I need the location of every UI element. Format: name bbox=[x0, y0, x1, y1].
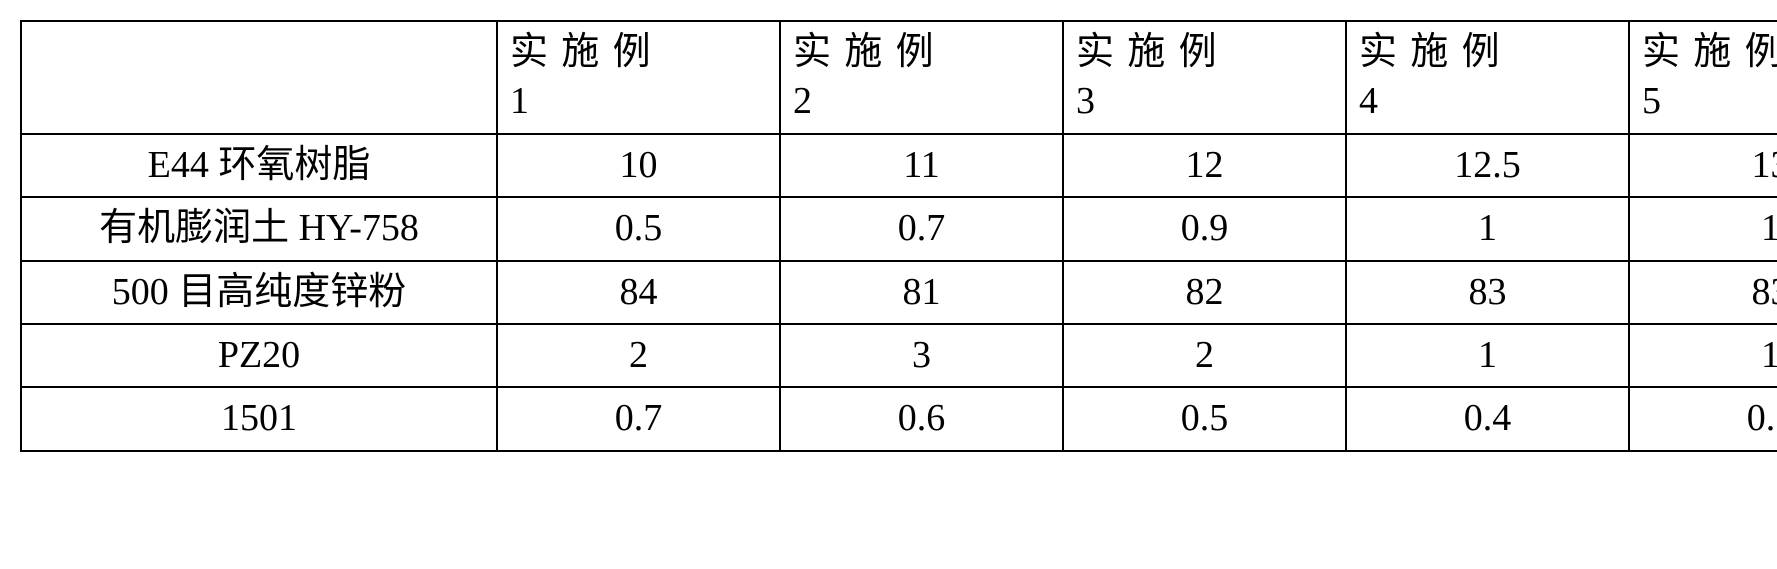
cell-value: 0.3 bbox=[1629, 387, 1777, 450]
cell-value: 1 bbox=[1346, 197, 1629, 260]
cell-value: 0.4 bbox=[1346, 387, 1629, 450]
header-label: 实施例 bbox=[1076, 31, 1230, 73]
header-label: 实施例 bbox=[510, 31, 664, 73]
cell-value: 81 bbox=[780, 261, 1063, 324]
cell-value: 84 bbox=[497, 261, 780, 324]
row-label: PZ20 bbox=[21, 324, 497, 387]
header-cell-2: 实施例 2 bbox=[780, 21, 1063, 134]
cell-value: 0.5 bbox=[1063, 387, 1346, 450]
table-row: 1501 0.7 0.6 0.5 0.4 0.3 bbox=[21, 387, 1777, 450]
table-row: 有机膨润土 HY-758 0.5 0.7 0.9 1 1 bbox=[21, 197, 1777, 260]
header-number: 2 bbox=[793, 80, 825, 122]
header-label: 实施例 bbox=[1359, 31, 1513, 73]
header-number: 4 bbox=[1359, 80, 1391, 122]
cell-value: 2 bbox=[497, 324, 780, 387]
cell-value: 13 bbox=[1629, 134, 1777, 197]
table-row: 500 目高纯度锌粉 84 81 82 83 83 bbox=[21, 261, 1777, 324]
cell-value: 0.7 bbox=[497, 387, 780, 450]
cell-value: 2 bbox=[1063, 324, 1346, 387]
cell-value: 11 bbox=[780, 134, 1063, 197]
row-label: 1501 bbox=[21, 387, 497, 450]
row-label: 500 目高纯度锌粉 bbox=[21, 261, 497, 324]
cell-value: 0.7 bbox=[780, 197, 1063, 260]
cell-value: 12 bbox=[1063, 134, 1346, 197]
cell-value: 0.5 bbox=[497, 197, 780, 260]
cell-value: 3 bbox=[780, 324, 1063, 387]
header-cell-3: 实施例 3 bbox=[1063, 21, 1346, 134]
header-label: 实施例 bbox=[793, 31, 947, 73]
row-label: E44 环氧树脂 bbox=[21, 134, 497, 197]
table-row: PZ20 2 3 2 1 1 bbox=[21, 324, 1777, 387]
cell-value: 1 bbox=[1346, 324, 1629, 387]
header-number: 5 bbox=[1642, 80, 1674, 122]
cell-value: 83 bbox=[1346, 261, 1629, 324]
data-table: 实施例 1 实施例 2 实施例 3 实施例 4 实施例 5 E44 环氧树脂 1… bbox=[20, 20, 1777, 452]
cell-value: 1 bbox=[1629, 197, 1777, 260]
header-number: 1 bbox=[510, 80, 542, 122]
header-cell-empty bbox=[21, 21, 497, 134]
table-header-row: 实施例 1 实施例 2 实施例 3 实施例 4 实施例 5 bbox=[21, 21, 1777, 134]
header-label: 实施例 bbox=[1642, 31, 1777, 73]
table-row: E44 环氧树脂 10 11 12 12.5 13 bbox=[21, 134, 1777, 197]
cell-value: 1 bbox=[1629, 324, 1777, 387]
cell-value: 0.9 bbox=[1063, 197, 1346, 260]
cell-value: 82 bbox=[1063, 261, 1346, 324]
cell-value: 0.6 bbox=[780, 387, 1063, 450]
header-cell-5: 实施例 5 bbox=[1629, 21, 1777, 134]
cell-value: 12.5 bbox=[1346, 134, 1629, 197]
cell-value: 83 bbox=[1629, 261, 1777, 324]
cell-value: 10 bbox=[497, 134, 780, 197]
header-number: 3 bbox=[1076, 80, 1108, 122]
header-cell-4: 实施例 4 bbox=[1346, 21, 1629, 134]
header-cell-1: 实施例 1 bbox=[497, 21, 780, 134]
row-label: 有机膨润土 HY-758 bbox=[21, 197, 497, 260]
